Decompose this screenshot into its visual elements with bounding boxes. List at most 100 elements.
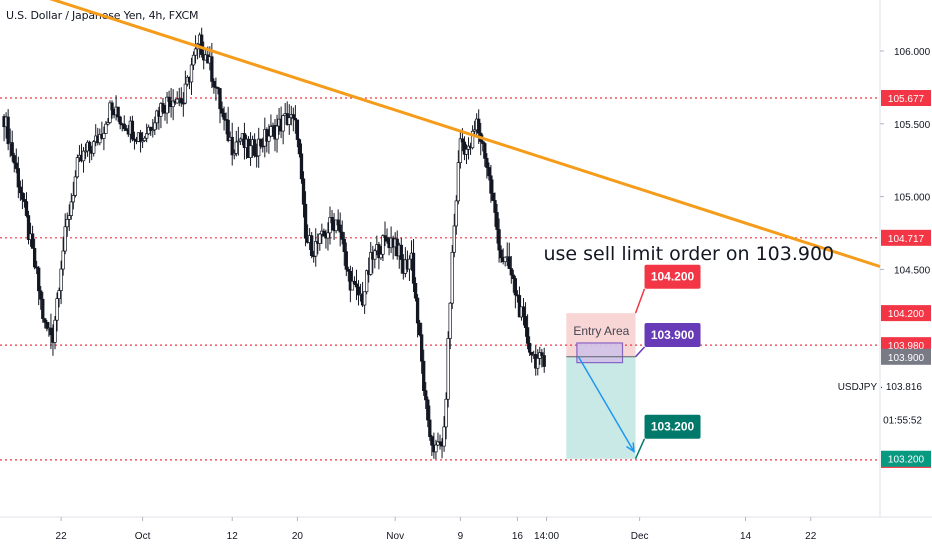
candle-body: [356, 286, 361, 296]
candle-body: [342, 238, 346, 253]
candle-body: [14, 162, 18, 169]
candle-body: [32, 248, 37, 268]
candle-body: [340, 231, 344, 240]
time-tick-label: 20: [292, 531, 304, 542]
candle-body: [527, 343, 532, 353]
candle-body: [442, 426, 446, 447]
candle-body: [369, 252, 373, 275]
candle-body: [362, 291, 367, 306]
candle-body: [489, 175, 493, 194]
candle-body: [116, 106, 120, 118]
candle-body: [415, 297, 420, 324]
candle-body: [108, 102, 112, 123]
time-tick-label: 9: [458, 531, 464, 542]
candle-body: [513, 278, 518, 296]
candle-body: [83, 150, 88, 153]
entry-area-label: Entry Area: [573, 324, 629, 338]
candle-body: [193, 48, 198, 56]
candle-body: [472, 129, 477, 132]
candle-body: [293, 117, 298, 121]
position-price-tag-bg: [881, 450, 931, 467]
candle-body: [540, 352, 544, 356]
candle-body: [377, 244, 381, 259]
level-price-tag-bg: [881, 229, 931, 246]
candle-body: [73, 176, 78, 196]
candle-body: [399, 244, 403, 260]
entry-area-box: [576, 342, 624, 364]
candle-body: [71, 195, 75, 203]
candle-body: [464, 148, 469, 155]
candle-body: [511, 274, 515, 279]
candle-body: [322, 230, 326, 237]
candle-body: [448, 302, 452, 339]
candle-body: [385, 237, 389, 242]
position-price-tag-bg: [881, 305, 931, 322]
price-tick-label: 106.000: [894, 47, 931, 58]
candle-body: [57, 290, 61, 299]
candle-body: [183, 83, 188, 104]
candle-body: [55, 298, 59, 321]
candle-body: [495, 212, 499, 230]
candle-body: [53, 319, 57, 343]
candle-body: [517, 295, 522, 318]
candle-body: [181, 102, 185, 105]
candle-body: [523, 316, 528, 328]
candle-body: [102, 133, 106, 139]
candle-body: [106, 122, 110, 125]
candle-body: [232, 153, 236, 156]
candle-body: [230, 136, 234, 156]
candle-body: [497, 229, 501, 251]
candle-body: [354, 283, 359, 288]
candle-body: [145, 133, 149, 139]
candle-body: [234, 141, 238, 154]
level-price-tag: 103.980: [888, 341, 925, 352]
candle-body: [507, 256, 511, 269]
price-tick-label: 105.000: [894, 193, 931, 204]
candle-body: [536, 358, 540, 369]
candle-body: [59, 268, 63, 291]
candle-body: [462, 141, 467, 155]
candle-body: [104, 123, 108, 134]
candle-body: [470, 130, 475, 149]
callout-label: 103.200: [651, 420, 695, 434]
trendline: [49, 0, 881, 268]
candle-body: [525, 327, 530, 344]
time-tick-label: Dec: [631, 531, 649, 542]
candle-body: [383, 235, 387, 238]
candle-body: [43, 318, 47, 323]
candle-body: [303, 203, 308, 239]
candle-body: [456, 162, 460, 202]
callout-pointer: [634, 288, 646, 314]
candle-body: [130, 120, 135, 140]
candle-body: [212, 81, 216, 88]
candle-body: [287, 117, 291, 125]
candle-body: [420, 334, 424, 362]
candle-body: [124, 128, 128, 131]
forecast-arrow-head: [626, 442, 635, 453]
candle-body: [509, 268, 513, 276]
candle-body: [167, 96, 171, 102]
candle-body: [138, 132, 143, 143]
candle-body: [220, 108, 224, 114]
candle-body: [428, 419, 432, 437]
candle-body: [22, 199, 27, 202]
candle-body: [381, 235, 385, 255]
time-tick-label: 12: [227, 531, 239, 542]
level-price-tag: 105.677: [888, 94, 925, 105]
note-text: use sell limit order on 103.900: [543, 243, 834, 265]
candle-body: [269, 126, 273, 137]
candle-body: [39, 290, 43, 300]
position-price-tag: 104.200: [888, 309, 925, 320]
candle-body: [487, 167, 491, 177]
candle-body: [483, 143, 487, 159]
candle-body: [16, 168, 20, 188]
candle-body: [218, 88, 222, 110]
candle-body: [485, 157, 489, 168]
candle-body: [460, 138, 465, 143]
candle-body: [422, 360, 426, 391]
candle-body: [49, 327, 53, 336]
candle-body: [407, 258, 412, 270]
callout-label: 104.200: [651, 270, 695, 284]
